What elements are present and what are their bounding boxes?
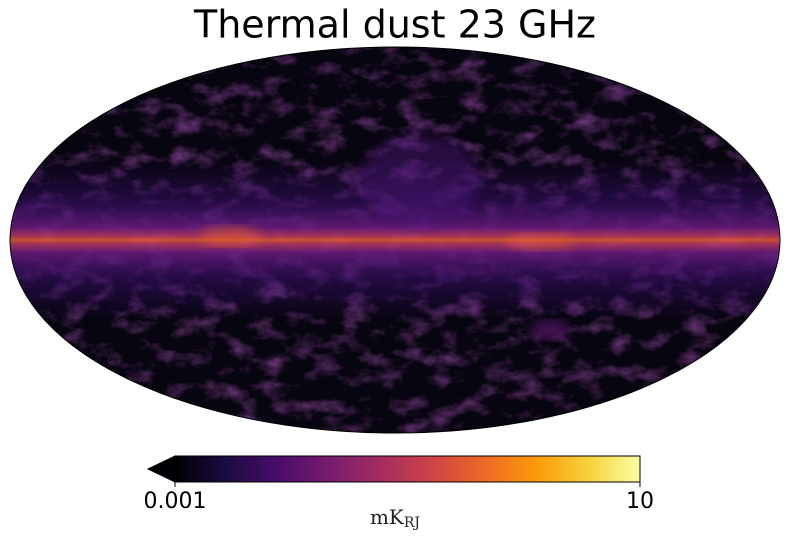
colorbar-label: mKRJ (370, 505, 420, 532)
map-border (9, 46, 781, 434)
colorbar-tick-label: 0.001 (144, 489, 207, 514)
unit-subscript: RJ (404, 515, 420, 531)
colorbar-tick-label: 10 (626, 489, 654, 514)
sky-map (10, 47, 780, 433)
colorbar: 0.001 10 mKRJ (144, 455, 654, 532)
title: Thermal dust 23 GHz (193, 3, 596, 47)
colorbar-body (174, 455, 641, 483)
unit-text: mK (370, 505, 405, 529)
colorbar-extend (146, 455, 176, 483)
